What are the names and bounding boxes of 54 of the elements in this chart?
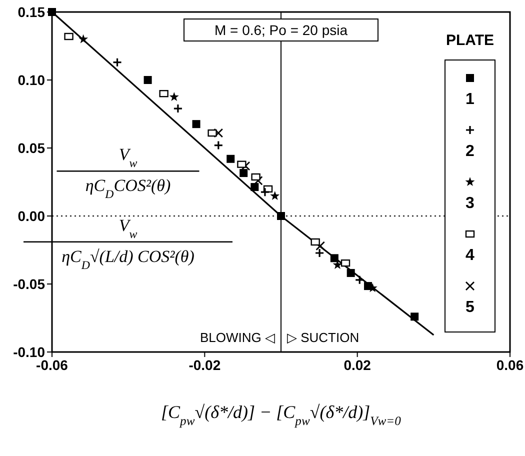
- point: [240, 169, 248, 178]
- point: [78, 34, 88, 44]
- point: [112, 58, 122, 68]
- point: [144, 76, 152, 84]
- x-axis-title: [C$_{pw}$√(δ*/d)] − [C$_{pw}$√(δ*/d)]$_{Vw=0}$: [161, 402, 402, 428]
- point: [316, 241, 326, 251]
- y-tick-label: 0.00: [18, 208, 46, 224]
- point: [237, 160, 246, 168]
- x-tick-label: 0.02: [344, 357, 372, 373]
- legend-label: 4: [466, 247, 475, 264]
- point: [354, 275, 364, 285]
- y-tick-label: 0.10: [18, 72, 46, 88]
- point: [310, 238, 320, 246]
- point: [330, 254, 338, 262]
- point: [173, 104, 183, 114]
- point: [253, 176, 263, 186]
- point: [159, 90, 168, 98]
- annotation: ηC$_{D}$√(L/d) COS²(θ): [62, 246, 195, 272]
- point: [251, 173, 260, 181]
- point: [314, 248, 324, 258]
- y-tick-label: 0.05: [18, 140, 46, 156]
- point: [260, 187, 270, 197]
- point: [226, 154, 235, 163]
- point: [192, 120, 200, 128]
- point: [169, 92, 179, 102]
- x-tick-label: -0.06: [36, 357, 68, 373]
- point: [214, 128, 224, 138]
- annotation: V$_{w}$: [118, 145, 138, 170]
- point: [410, 312, 419, 321]
- annotation: ηC$_{D}$COS²(θ): [85, 176, 171, 202]
- annotation: BLOWING ◁: [200, 330, 275, 345]
- y-tick-label: -0.10: [13, 344, 46, 360]
- y-tick-label: 0.15: [18, 4, 46, 20]
- point: [214, 140, 224, 150]
- legend-label: 2: [466, 143, 475, 160]
- x-tick-label: -0.02: [188, 357, 221, 373]
- legend-label: 3: [466, 195, 475, 212]
- point: [364, 282, 372, 290]
- point: [277, 212, 285, 220]
- point: [250, 183, 259, 192]
- point: [208, 129, 217, 137]
- point: [270, 191, 280, 200]
- point: [340, 259, 350, 267]
- point: [240, 161, 250, 171]
- y-tick-label: -0.05: [13, 276, 46, 292]
- x-tick-label: 0.06: [496, 357, 524, 373]
- point: [346, 268, 355, 277]
- annotation: V$_{w}$: [118, 216, 138, 241]
- legend-label: 1: [466, 91, 475, 108]
- legend-title: PLATE: [446, 32, 494, 49]
- legend-label: 5: [466, 299, 475, 316]
- annotation: ▷ SUCTION: [287, 330, 360, 345]
- annotation: M = 0.6; Po = 20 psia: [214, 22, 348, 38]
- point: [64, 32, 74, 40]
